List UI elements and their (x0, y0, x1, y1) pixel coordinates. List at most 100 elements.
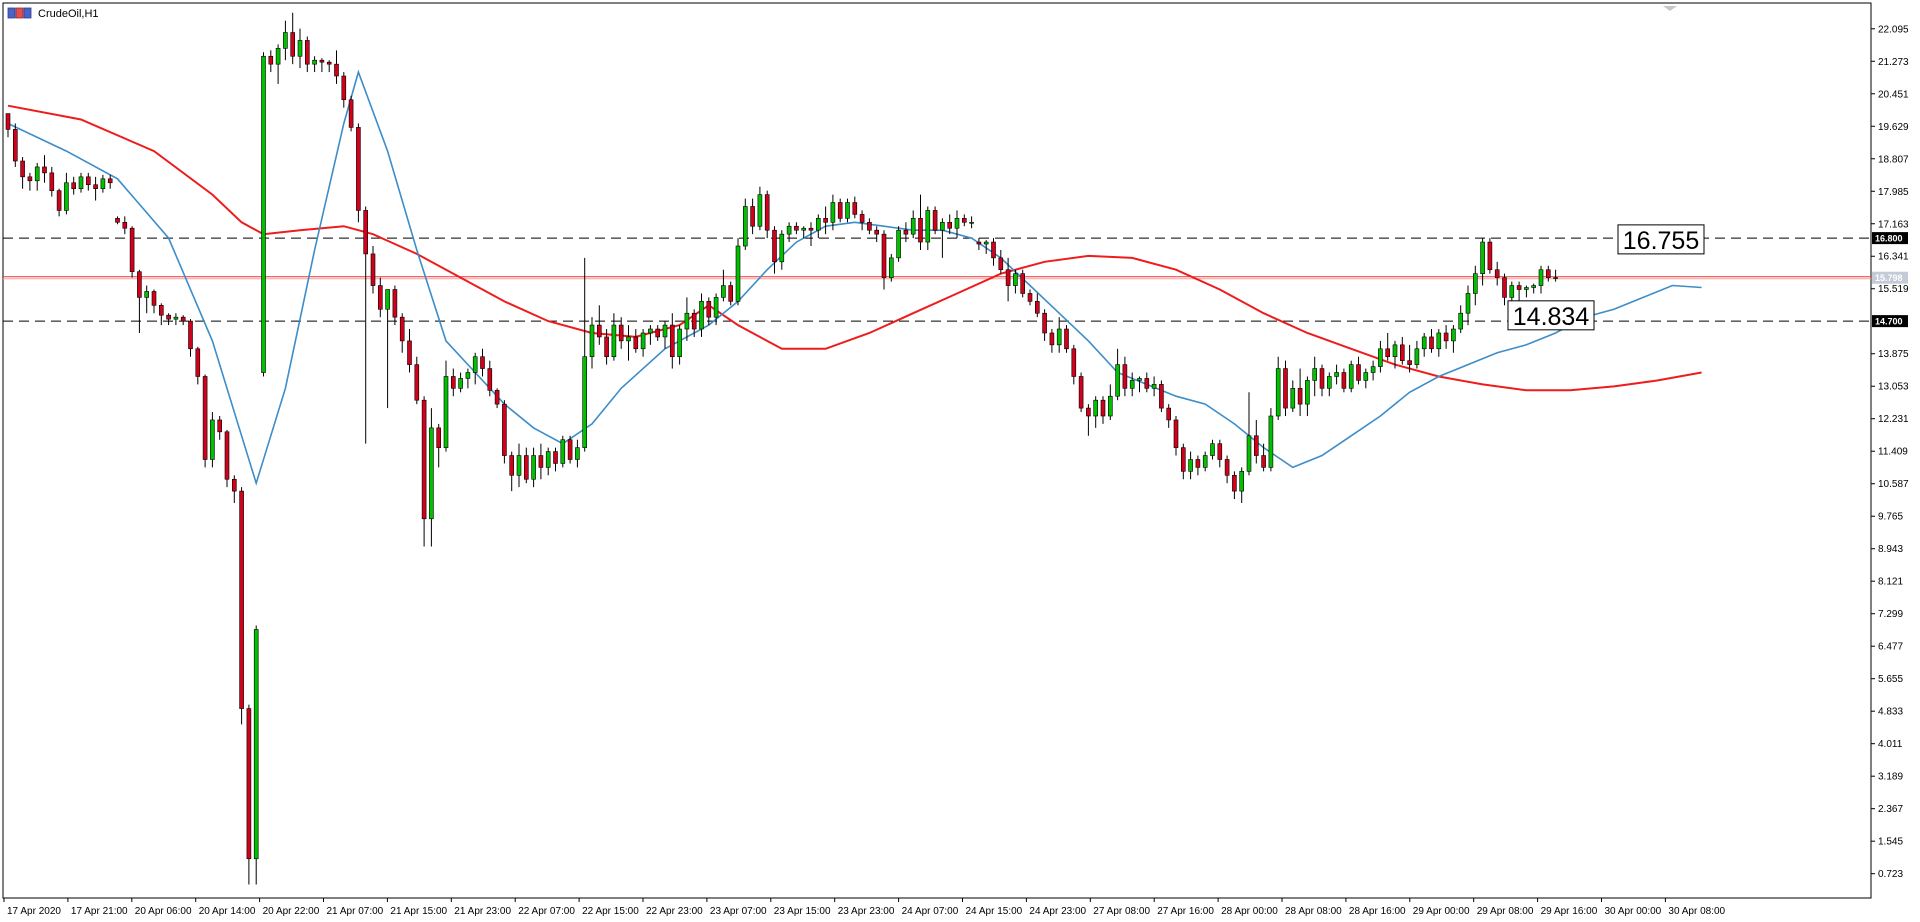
candle (312, 56, 317, 73)
candle-body (304, 40, 310, 65)
candle (42, 155, 47, 183)
time-tick-label: 17 Apr 2020 (7, 906, 61, 917)
chart-shift-marker[interactable] (1663, 6, 1677, 11)
candle (1020, 269, 1026, 298)
price-axis[interactable]: 22.095 21.273 20.451 19.629 18.807 17.985 17.1… (1871, 24, 1909, 880)
annotation-box[interactable] (1617, 224, 1705, 255)
candle-body (1319, 368, 1325, 389)
candle (1188, 451, 1193, 480)
candle-body (553, 451, 558, 464)
candle-body (421, 399, 427, 520)
candle (976, 238, 982, 250)
candle-body (1151, 384, 1157, 389)
candle (180, 315, 186, 326)
price-tick-label: 19.629 (1878, 122, 1909, 133)
candle-body (1064, 328, 1069, 350)
candle-body (1217, 443, 1223, 460)
candle-body (903, 229, 909, 235)
candle-body (268, 55, 274, 65)
candle (27, 172, 33, 191)
candle-body (1487, 241, 1493, 271)
candle (202, 374, 208, 468)
candle-body (699, 301, 704, 330)
candle (429, 408, 434, 547)
time-tick-label: 28 Apr 16:00 (1349, 906, 1406, 917)
candle-body (1516, 285, 1522, 290)
candle (173, 313, 179, 326)
time-tick-label: 24 Apr 07:00 (902, 906, 959, 917)
candle-body (1108, 395, 1113, 417)
candle-body (589, 324, 595, 358)
candle-body (874, 229, 880, 235)
candle (713, 293, 719, 326)
candle (1035, 293, 1040, 318)
candle-body (845, 202, 850, 219)
candle (1473, 265, 1478, 306)
candle (1129, 372, 1135, 397)
candle-body (1421, 336, 1427, 350)
candle (1312, 356, 1317, 397)
candle-body (1195, 459, 1201, 468)
annotation-box[interactable] (1507, 300, 1595, 331)
candle-body (998, 257, 1004, 271)
candle (669, 313, 675, 369)
candle-body (611, 324, 617, 358)
candle-body (969, 221, 974, 224)
candle (436, 423, 442, 468)
candle-body (224, 431, 230, 480)
level-price-tag-text: 16.800 (1875, 234, 1903, 244)
time-axis[interactable]: 17 Apr 2020 17 Apr 21:00 20 Apr 06:00 20 Ap… (3, 898, 1726, 917)
candle-body (399, 316, 405, 342)
candle (1385, 332, 1390, 361)
candle (896, 226, 901, 262)
candle-body (1553, 277, 1558, 279)
candle-body (1020, 273, 1026, 294)
symbol-title: CrudeOil,H1 (38, 8, 99, 20)
candle-body (582, 356, 588, 448)
candle (575, 439, 580, 468)
candle-body (49, 172, 55, 191)
candle-body (1144, 378, 1150, 389)
candle-body (742, 206, 748, 247)
candle (1334, 364, 1339, 385)
candle-body (1538, 269, 1544, 286)
candle-body (1378, 348, 1383, 367)
candle (1494, 261, 1500, 286)
candle-body (465, 372, 471, 379)
candle-body (1392, 344, 1398, 358)
candle-body (290, 32, 296, 57)
candle-body (794, 225, 799, 231)
bid-price-tag (1872, 271, 1908, 284)
candle (932, 206, 938, 235)
candle (49, 166, 55, 197)
candle-body (509, 455, 515, 476)
candle (414, 356, 420, 405)
candle-body (188, 320, 193, 350)
candle (742, 198, 748, 250)
candle-body (1407, 360, 1412, 365)
candle (1042, 309, 1047, 341)
candle-body (1275, 368, 1281, 417)
candle (772, 226, 777, 274)
candle-body (1027, 293, 1033, 302)
candle (888, 253, 894, 282)
candle-body (1129, 380, 1135, 389)
time-tick-label: 17 Apr 21:00 (71, 906, 128, 917)
candle (1181, 443, 1186, 480)
candle (1400, 336, 1405, 365)
candle (377, 277, 383, 318)
candle (837, 198, 843, 223)
window-icon[interactable] (7, 7, 32, 19)
price-tick-label: 16.341 (1878, 252, 1909, 263)
candle (129, 226, 135, 278)
candle-body (1480, 241, 1485, 274)
candle-body (480, 356, 485, 369)
time-tick-label: 22 Apr 07:00 (518, 906, 575, 917)
candle (1137, 376, 1142, 393)
price-tick-label: 8.121 (1878, 577, 1903, 588)
price-annotations[interactable]: 16.755 14.834 (1507, 224, 1705, 331)
candle (611, 313, 617, 361)
candle-body (502, 403, 507, 456)
candle-body (370, 253, 376, 286)
